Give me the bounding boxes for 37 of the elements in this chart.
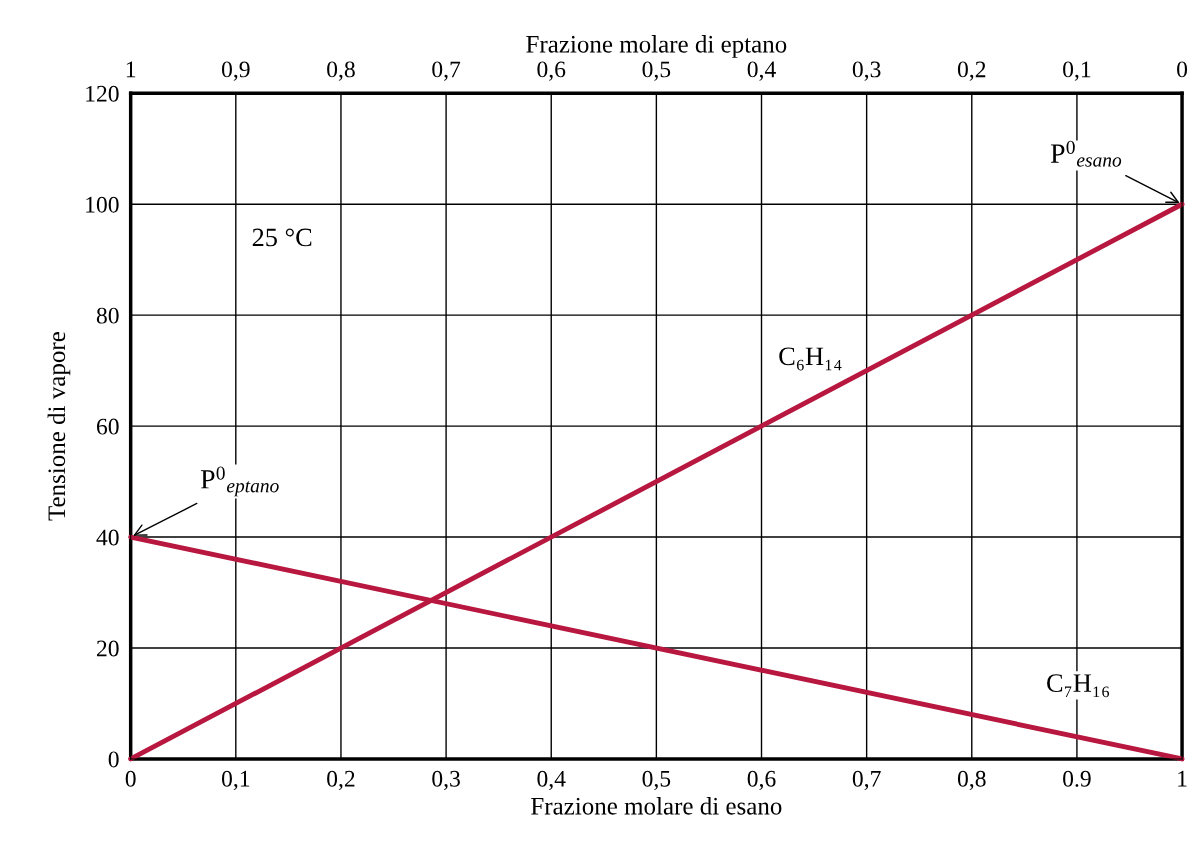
y-tick-label: 120 — [86, 85, 119, 102]
x-tick-label: 0,6 — [747, 770, 776, 791]
x2-tick-label: 1 — [126, 61, 136, 78]
x-tick-label: 0,7 — [852, 770, 881, 791]
annotation: P$^{0}$$_{esano}$ — [1050, 140, 1122, 167]
x2-tick-label: 0,1 — [1063, 61, 1091, 81]
x2-axis-title: Frazione molare di eptano — [526, 35, 787, 58]
x-tick-label: 0,5 — [642, 770, 671, 791]
annotation: 25 °C — [252, 228, 312, 247]
y-tick-label: 20 — [96, 640, 119, 657]
x-tick-label: 0,4 — [537, 770, 566, 791]
x-tick-label: 0,3 — [432, 770, 460, 791]
x-tick-label: 0,1 — [221, 770, 250, 791]
x2-tick-label: 0,7 — [432, 61, 461, 81]
y-tick-label: 60 — [96, 418, 119, 435]
x-tick-label: 0.9 — [1063, 770, 1091, 787]
x-tick-label: 0 — [125, 770, 136, 787]
x-tick-label: 0,2 — [327, 770, 355, 791]
series-label: C₆H₁₄ — [779, 347, 842, 371]
x2-tick-label: 0,9 — [221, 61, 250, 81]
y-tick-label: 40 — [96, 529, 119, 546]
x-axis-title: Frazione molare di esano — [531, 797, 782, 815]
x2-tick-label: 0,5 — [642, 61, 671, 81]
y-axis-title: Tensione di vapore — [47, 332, 71, 521]
series-label: C₇H₁₆ — [1047, 674, 1110, 698]
y-tick-label: 0 — [108, 751, 119, 768]
x2-tick-label: 0,4 — [747, 61, 776, 81]
x-tick-label: 0,8 — [957, 770, 986, 791]
x2-tick-label: 0,2 — [957, 61, 986, 81]
x2-tick-label: 0,3 — [852, 61, 881, 81]
x2-tick-label: 0 — [1177, 61, 1188, 78]
x-tick-label: 1 — [1178, 770, 1187, 787]
y-tick-label: 80 — [96, 307, 119, 324]
x2-tick-label: 0,8 — [327, 61, 355, 81]
x2-tick-label: 0,6 — [537, 61, 566, 81]
y-tick-label: 100 — [86, 196, 119, 213]
annotation: P$^{0}$$_{eptano}$ — [200, 466, 279, 497]
